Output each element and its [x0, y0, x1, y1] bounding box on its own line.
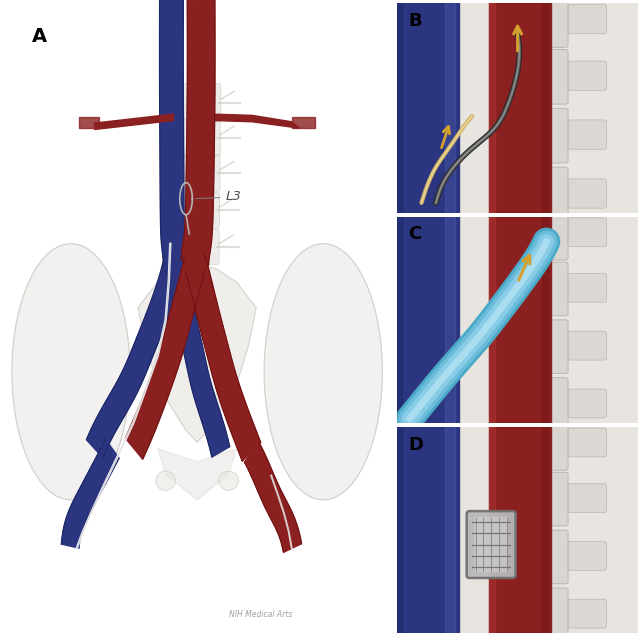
- Bar: [395, 1, 459, 215]
- Polygon shape: [181, 0, 215, 265]
- FancyBboxPatch shape: [496, 378, 568, 431]
- FancyBboxPatch shape: [174, 119, 221, 156]
- Ellipse shape: [219, 471, 238, 490]
- Text: NIH Medical Arts: NIH Medical Arts: [229, 610, 292, 619]
- Polygon shape: [79, 117, 99, 128]
- Bar: [395, 425, 403, 635]
- Bar: [542, 425, 547, 635]
- FancyBboxPatch shape: [188, 304, 206, 320]
- FancyBboxPatch shape: [496, 0, 568, 47]
- Bar: [445, 1, 455, 215]
- FancyBboxPatch shape: [496, 167, 568, 222]
- Ellipse shape: [395, 125, 448, 184]
- Bar: [488, 215, 495, 425]
- Polygon shape: [12, 244, 130, 500]
- FancyBboxPatch shape: [568, 120, 606, 149]
- Text: A: A: [31, 27, 47, 46]
- FancyBboxPatch shape: [190, 317, 204, 333]
- Bar: [395, 425, 459, 635]
- Bar: [395, 1, 403, 215]
- FancyBboxPatch shape: [496, 206, 568, 260]
- FancyBboxPatch shape: [568, 331, 606, 360]
- FancyBboxPatch shape: [496, 49, 568, 104]
- Bar: [488, 1, 495, 215]
- FancyBboxPatch shape: [174, 192, 220, 228]
- Bar: [445, 425, 455, 635]
- FancyBboxPatch shape: [568, 389, 606, 418]
- FancyBboxPatch shape: [184, 269, 210, 285]
- Polygon shape: [62, 439, 119, 548]
- FancyBboxPatch shape: [474, 517, 508, 572]
- Ellipse shape: [395, 337, 448, 394]
- FancyBboxPatch shape: [174, 83, 221, 122]
- FancyBboxPatch shape: [496, 417, 568, 470]
- Bar: [488, 1, 551, 215]
- FancyBboxPatch shape: [175, 229, 219, 264]
- Polygon shape: [87, 258, 183, 458]
- Polygon shape: [160, 0, 187, 265]
- FancyBboxPatch shape: [174, 154, 220, 191]
- FancyBboxPatch shape: [568, 61, 606, 90]
- Polygon shape: [264, 244, 383, 500]
- Bar: [542, 215, 547, 425]
- FancyBboxPatch shape: [568, 428, 606, 457]
- FancyBboxPatch shape: [568, 4, 606, 34]
- FancyBboxPatch shape: [496, 588, 568, 641]
- FancyBboxPatch shape: [568, 218, 606, 247]
- FancyBboxPatch shape: [568, 484, 606, 513]
- FancyBboxPatch shape: [496, 262, 568, 316]
- Ellipse shape: [156, 471, 176, 490]
- FancyBboxPatch shape: [568, 599, 606, 628]
- Polygon shape: [185, 254, 261, 462]
- Polygon shape: [165, 255, 229, 457]
- FancyBboxPatch shape: [496, 108, 568, 163]
- Bar: [395, 215, 459, 425]
- FancyBboxPatch shape: [568, 274, 606, 303]
- Bar: [542, 1, 547, 215]
- FancyBboxPatch shape: [187, 288, 208, 304]
- Bar: [445, 215, 455, 425]
- Bar: [488, 425, 495, 635]
- FancyBboxPatch shape: [568, 179, 606, 208]
- FancyBboxPatch shape: [496, 472, 568, 526]
- Polygon shape: [158, 449, 237, 500]
- FancyBboxPatch shape: [467, 511, 515, 578]
- Bar: [488, 215, 551, 425]
- Bar: [488, 425, 551, 635]
- Polygon shape: [95, 114, 174, 129]
- Text: C: C: [408, 226, 422, 244]
- Bar: [395, 215, 403, 425]
- Text: D: D: [408, 436, 423, 454]
- Ellipse shape: [395, 547, 448, 604]
- Polygon shape: [292, 117, 315, 128]
- Polygon shape: [126, 258, 205, 459]
- Text: B: B: [408, 12, 422, 30]
- Polygon shape: [244, 442, 301, 553]
- FancyBboxPatch shape: [496, 530, 568, 584]
- FancyBboxPatch shape: [568, 542, 606, 570]
- Polygon shape: [213, 114, 299, 128]
- Text: L3: L3: [226, 190, 241, 203]
- Polygon shape: [138, 263, 256, 442]
- FancyBboxPatch shape: [496, 320, 568, 374]
